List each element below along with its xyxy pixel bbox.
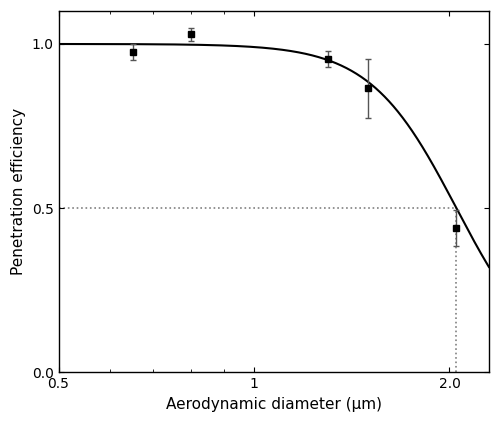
Y-axis label: Penetration efficiency: Penetration efficiency: [11, 108, 26, 275]
X-axis label: Aerodynamic diameter (μm): Aerodynamic diameter (μm): [166, 397, 382, 412]
